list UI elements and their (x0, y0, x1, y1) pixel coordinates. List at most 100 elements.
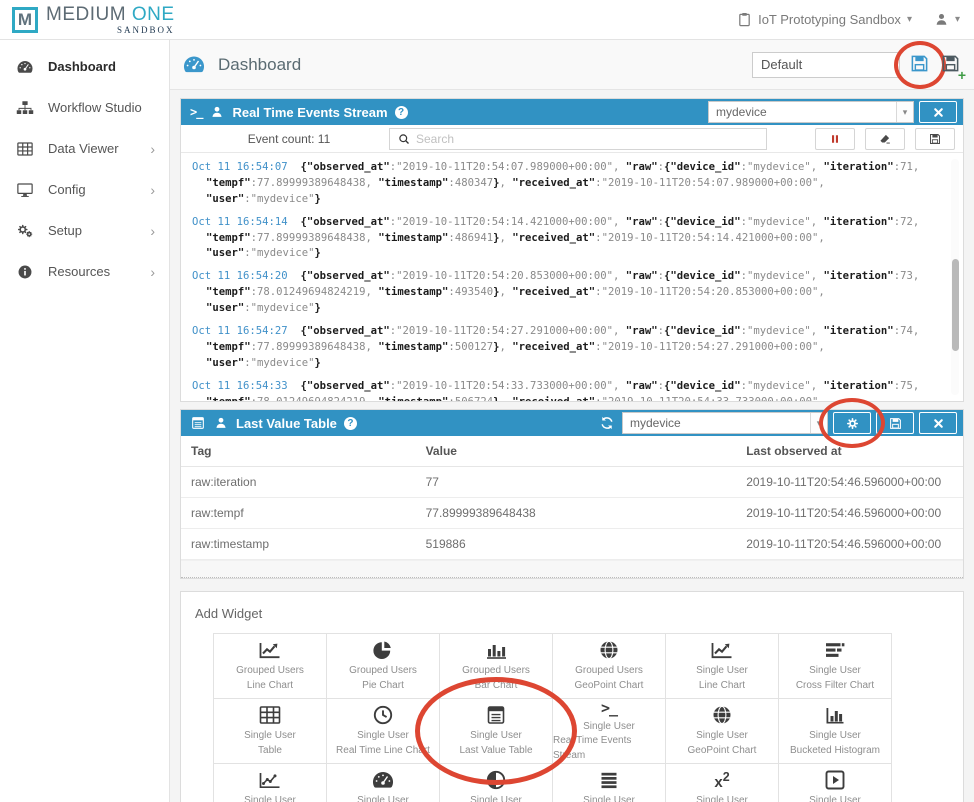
events-log: Oct 11 16:54:07 {"observed_at":"2019-10-… (181, 153, 963, 401)
info-icon (16, 264, 34, 280)
gear-icon (846, 417, 858, 429)
globe-icon (597, 639, 621, 661)
lvt-settings-button[interactable] (833, 412, 871, 434)
pause-icon (832, 134, 838, 143)
widget-option-grouped-users-line-chart[interactable]: Grouped Users Line Chart (214, 634, 327, 699)
page-title: Dashboard (218, 54, 302, 74)
pie-chart-icon (371, 639, 395, 661)
workspace-selector[interactable]: IoT Prototyping Sandbox ▾ (737, 12, 912, 27)
table-cell: raw:iteration (181, 466, 416, 498)
help-icon[interactable]: ? (343, 416, 357, 430)
widget-option-type: Line Chart (698, 679, 746, 691)
save-as-new-dashboard-button[interactable]: + (939, 52, 966, 82)
brand-subtitle: SANDBOX (117, 24, 175, 35)
widget-option-single-user-user-input[interactable]: Single UserUser Input (779, 764, 892, 802)
sidebar-item-dashboard[interactable]: Dashboard (0, 46, 169, 87)
table-cell: 2019-10-11T20:54:46.596000+00:00 (736, 466, 963, 498)
scrollbar-track[interactable] (951, 159, 959, 395)
help-icon[interactable]: ? (394, 105, 408, 119)
search-input[interactable] (416, 131, 758, 146)
number-icon: x2 (714, 769, 730, 791)
sidebar-item-data-viewer[interactable]: Data Viewer › (0, 128, 169, 169)
sidebar-item-setup[interactable]: Setup › (0, 210, 169, 251)
sidebar-menu: Dashboard Workflow Studio Data Viewer › Conf… (0, 40, 170, 802)
event-row: Oct 11 16:54:07 {"observed_at":"2019-10-… (192, 161, 920, 205)
widget-option-single-user-real-time-events-stream[interactable]: >_ Single User Real Time Events Stream (553, 699, 666, 764)
widget-option-scope: Single User (357, 730, 409, 741)
dashboard-name-input[interactable] (752, 51, 900, 78)
stream-device-select[interactable]: mydevice ▾ (708, 101, 914, 123)
table-cell: 77.89999389648438 (415, 497, 737, 529)
column-header-tag: Tag (181, 436, 416, 467)
user-icon (209, 105, 225, 119)
table-cell: raw:tempf (181, 497, 416, 529)
clear-stream-button[interactable] (865, 127, 905, 150)
lvt-device-select[interactable]: mydevice ▾ (622, 412, 828, 434)
scrollbar-thumb[interactable] (952, 259, 959, 351)
eraser-icon (880, 134, 890, 144)
widget-option-type: Line Chart (246, 679, 294, 691)
widget-option-single-user-table[interactable]: Single User Table (214, 699, 327, 764)
chevron-down-icon: ▾ (810, 413, 827, 433)
event-timestamp: Oct 11 16:54:33 (192, 379, 288, 392)
user-menu[interactable]: ▾ (934, 12, 960, 27)
sidebar-item-workflow-studio[interactable]: Workflow Studio (0, 87, 169, 128)
event-count-label: Event count: 11 (247, 131, 331, 146)
widget-option-type: Real Time Line Chart (336, 744, 430, 756)
column-header-last-observed-at: Last observed at (736, 436, 963, 467)
widget-option-scope: Single User (470, 795, 522, 802)
desktop-icon (16, 182, 34, 198)
save-icon (930, 133, 940, 144)
brand-mark-icon: M (12, 6, 38, 33)
lvt-save-button[interactable] (876, 412, 914, 434)
widget-option-single-user-scatter-chart[interactable]: Single UserScatter Chart (214, 764, 327, 802)
table-cell: 2019-10-11T20:54:46.596000+00:00 (736, 528, 963, 560)
table-cell: 2019-10-11T20:54:46.596000+00:00 (736, 497, 963, 529)
widget-option-single-user-bucketed-histogram[interactable]: Single User Bucketed Histogram (779, 699, 892, 764)
sidebar-item-label: Data Viewer (48, 141, 119, 156)
widget-resize-area (181, 560, 963, 578)
lvt-close-button[interactable] (919, 412, 957, 434)
widget-option-type: Pie Chart (362, 679, 404, 691)
event-row: Oct 11 16:54:20 {"observed_at":"2019-10-… (192, 270, 920, 315)
widget-option-single-user-boolean-input[interactable]: Single UserBoolean Input (440, 764, 553, 802)
widget-option-single-user-last-value-table[interactable]: Single User Last Value Table (440, 699, 553, 764)
list-table-icon (484, 704, 508, 726)
widget-option-grouped-users-pie-chart[interactable]: Grouped Users Pie Chart (327, 634, 440, 699)
stream-close-button[interactable] (919, 101, 957, 123)
sidebar-item-label: Setup (48, 223, 82, 238)
sidebar-item-resources[interactable]: Resources › (0, 251, 169, 292)
pause-stream-button[interactable] (815, 127, 855, 150)
sidebar-item-label: Workflow Studio (48, 100, 142, 115)
refresh-icon[interactable] (600, 416, 614, 430)
lvt-body: raw:iteration 77 2019-10-11T20:54:46.59600… (181, 466, 963, 560)
event-row: Oct 11 16:54:14 {"observed_at":"2019-10-… (192, 215, 920, 260)
add-widget-panel: Add Widget Grouped Users Line Chart Groupe… (180, 591, 964, 802)
widget-option-scope: Grouped Users (349, 665, 417, 676)
widget-option-single-user-string-input[interactable]: Single UserString Input (553, 764, 666, 802)
add-widget-title: Add Widget (195, 606, 263, 621)
widget-option-scope: Single User (809, 665, 861, 676)
widget-option-grouped-users-geopoint-chart[interactable]: Grouped Users GeoPoint Chart (553, 634, 666, 699)
widget-option-scope: Grouped Users (462, 665, 530, 676)
widget-option-single-user-geopoint-chart[interactable]: Single User GeoPoint Chart (666, 699, 779, 764)
boolean-icon (484, 769, 508, 791)
save-stream-button[interactable] (915, 127, 955, 150)
sidebar-item-config[interactable]: Config › (0, 169, 169, 210)
widget-option-single-user-cross-filter-chart[interactable]: Single User Cross Filter Chart (779, 634, 892, 699)
widget-option-grouped-users-bar-chart[interactable]: Grouped Users Bar Chart (440, 634, 553, 699)
widget-option-single-user-line-chart[interactable]: Single User Line Chart (666, 634, 779, 699)
widget-option-scope: Single User (244, 730, 296, 741)
widget-option-type: Bucketed Histogram (789, 744, 881, 756)
cross-filter-icon (823, 639, 847, 661)
save-dashboard-button[interactable] (908, 52, 931, 78)
table-cell: 519886 (415, 528, 737, 560)
close-icon (933, 418, 943, 428)
widget-option-scope: Single User (696, 730, 748, 741)
widget-option-type: Bar Chart (474, 679, 518, 691)
widget-option-single-user-real-time-line-chart[interactable]: Single User Real Time Line Chart (327, 699, 440, 764)
close-icon (933, 107, 943, 117)
sidebar-item-label: Config (48, 182, 86, 197)
